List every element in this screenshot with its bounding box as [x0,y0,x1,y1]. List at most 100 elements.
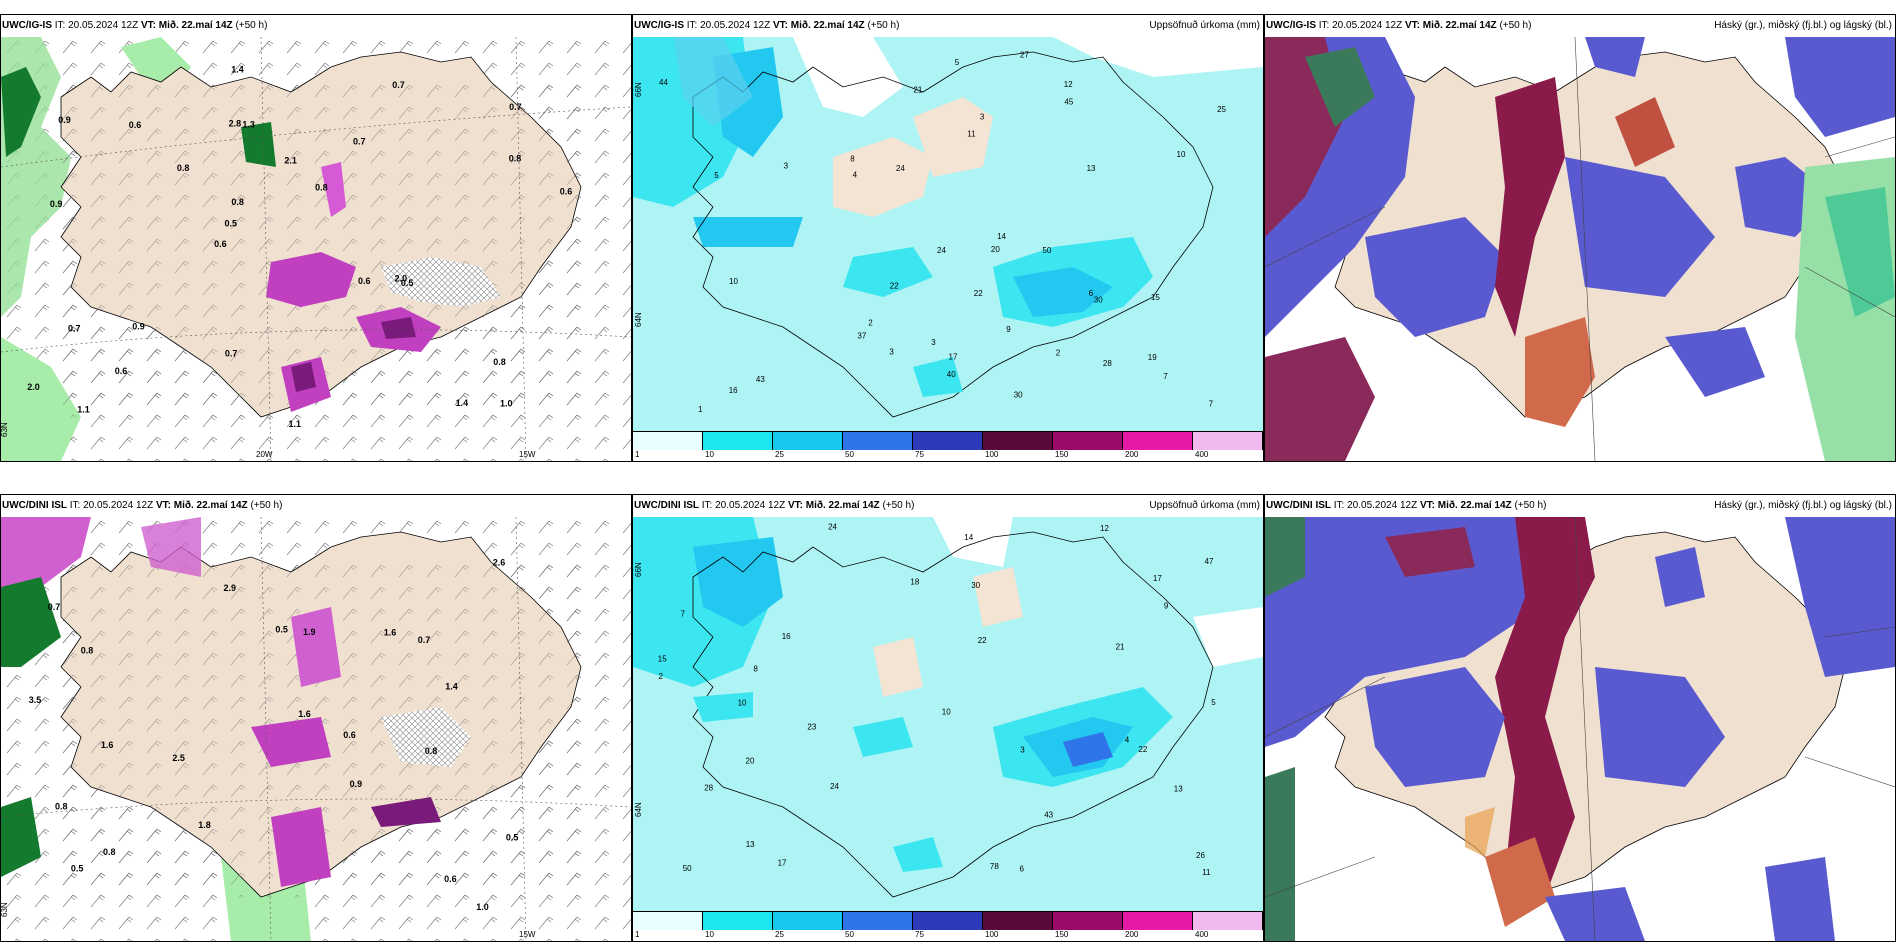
valid-time: VT: Mið. 22.maí 14Z [1404,20,1497,31]
value-label: 1.8 [198,820,211,830]
panel-header: UWC/IG-IS IT: 20.05.2024 12Z VT: Mið. 22… [1265,15,1895,37]
value-label: 0.7 [353,137,366,147]
value-label: 20 [746,757,755,766]
colorbar-label: 1 [635,450,640,459]
lat-label: 63N [1,422,9,437]
panel-bottom-middle: UWC/DINI ISL IT: 20.05.2024 12Z VT: Mið.… [632,494,1264,942]
init-time: IT: 20.05.2024 12Z [701,500,786,511]
colorbar-label: 400 [1195,450,1209,459]
value-label: 3.5 [29,695,42,705]
value-label: 0.8 [103,847,116,857]
value-label: 2.1 [284,156,297,166]
value-label: 0.5 [401,278,414,288]
colorbar-segment [1053,432,1123,450]
precip-map: 66N 64N 16 15 14 22 21 27 19 12 28 37 7 4 3 5 2 8 6 10 24 2… [633,37,1263,461]
precip-map: 66N 64N 13 17 16 22 21 24 28 10 23 15 24 18 26 30 13 20… [633,517,1263,941]
map-svg-2: 66N 64N 16151422212719122837743528610242… [633,37,1263,461]
value-label: 0.9 [132,321,145,331]
value-label: 12 [1100,524,1109,533]
value-label: 0.7 [509,102,522,112]
colorbar-label: 400 [1195,930,1209,939]
panel-top-right: UWC/IG-IS IT: 20.05.2024 12Z VT: Mið. 22… [1264,14,1896,462]
value-label: 0.8 [509,154,522,164]
value-label: 7 [1163,372,1168,381]
value-label: 10 [942,708,951,717]
colorbar-label: 75 [915,450,924,459]
colorbar-segment [913,912,983,930]
value-label: 44 [659,78,668,87]
value-label: 0.6 [560,187,573,197]
value-label: 22 [890,281,899,290]
value-label: 2 [659,672,664,681]
colorbar-label: 50 [845,450,854,459]
value-label: 1.1 [77,405,90,415]
map-svg-4: 15W 63N 1.01.60.90.70.50.80.82.50.70.5 1.… [1,517,631,941]
wind-temp-map: 20W 15W 63N 1.0 0.9 0.7 0.6 0.7 1.1 2.8 2.1 0.7 0… [1,37,631,461]
value-label: 0.7 [225,349,238,359]
colorbar-segment [703,912,773,930]
value-label: 0.7 [392,80,405,90]
model-name: UWC/DINI ISL [634,500,699,511]
value-label: 0.7 [418,635,431,645]
value-label: 10 [738,698,747,707]
colorbar-segment [1123,432,1193,450]
lon-label-15w: 15W [519,930,536,939]
value-label: 17 [949,353,958,362]
value-label: 12 [1064,80,1073,89]
value-label: 0.5 [71,863,84,873]
value-label: 30 [971,581,980,590]
value-label: 27 [1020,50,1029,59]
model-name: UWC/IG-IS [1266,20,1316,31]
lead-time: (+50 h) [250,500,283,511]
value-label: 2.9 [224,583,237,593]
value-label: 0.9 [350,779,363,789]
value-label: 6 [1089,289,1094,298]
value-label: 18 [910,578,919,587]
colorbar-label: 150 [1055,450,1069,459]
value-label: 16 [729,386,738,395]
colorbar-label: 75 [915,930,924,939]
value-label: 1.9 [303,627,316,637]
value-label: 2 [868,319,873,328]
value-label: 0.8 [315,183,328,193]
panel-header: UWC/DINI ISL IT: 20.05.2024 12Z VT: Mið.… [633,495,1263,517]
value-label: 47 [1205,557,1214,566]
precip-values: 1615142221271912283774352861024254443405… [659,50,1227,414]
value-label: 0.8 [81,645,94,655]
panel-title: Háský (gr.), miðský (fj.bl.) og lágský (… [1714,20,1892,31]
value-label: 15 [658,655,667,664]
value-label: 0.5 [225,218,238,228]
temp-values: 1.0 0.9 0.7 0.6 0.7 1.1 2.8 2.1 0.7 0.8 2.0 0.6 1.3 0… [27,64,572,429]
panel-title: Uppsöfnuð úrkoma (mm) [1149,500,1260,511]
lon-label-15w: 15W [519,450,536,459]
value-label: 40 [947,370,956,379]
lead-time: (+50 h) [235,20,268,31]
value-label: 1.0 [476,902,489,912]
value-label: 8 [753,665,758,674]
valid-time: VT: Mið. 22.maí 14Z [787,500,880,511]
value-label: 14 [964,533,973,542]
value-label: 16 [782,632,791,641]
value-label: 45 [1064,97,1073,106]
iceland-outline [692,531,1214,898]
colorbar-segment [633,912,703,930]
colorbar-label: 100 [985,450,999,459]
value-label: 3 [784,162,789,171]
value-label: 10 [1177,150,1186,159]
value-label: 24 [937,246,946,255]
panel-bottom-left: UWC/DINI ISL IT: 20.05.2024 12Z VT: Mið.… [0,494,632,942]
panel-header: UWC/IG-IS IT: 20.05.2024 12Z VT: Mið. 22… [1,15,631,37]
value-label: 1.4 [445,682,458,692]
panel-header: UWC/DINI ISL IT: 20.05.2024 12Z VT: Mið.… [1,495,631,517]
lon-label-20w: 20W [256,450,273,459]
value-label: 24 [830,782,839,791]
valid-time: VT: Mið. 22.maí 14Z [140,20,233,31]
panel-top-left: UWC/IG-IS IT: 20.05.2024 12Z VT: Mið. 22… [0,14,632,462]
colorbar-segment [633,432,703,450]
value-label: 1.1 [289,419,302,429]
value-label: 11 [1202,868,1211,877]
value-label: 0.9 [58,115,71,125]
colorbar-label: 100 [985,930,999,939]
colorbar-segment [913,432,983,450]
colorbar-segment [1193,912,1263,930]
